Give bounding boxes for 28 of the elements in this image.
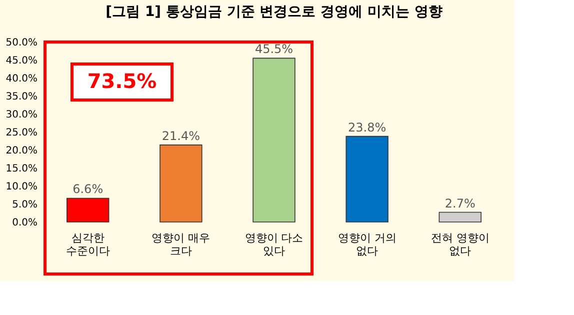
- y-tick-label: 35.0%: [6, 92, 38, 102]
- y-tick-label: 25.0%: [6, 128, 38, 138]
- y-tick-label: 15.0%: [6, 164, 38, 174]
- x-tick-label: 전혀 영향이 없다: [430, 232, 490, 258]
- y-tick-label: 5.0%: [12, 200, 38, 210]
- x-tick-label: 영향이 다소 있다: [244, 232, 304, 258]
- bar: [346, 136, 388, 222]
- x-tick-label: 영향이 매우 크다: [152, 232, 210, 258]
- data-label: 45.5%: [254, 42, 294, 56]
- y-tick-label: 50.0%: [6, 38, 38, 48]
- bar: [160, 144, 202, 222]
- bar: [66, 198, 110, 222]
- y-tick-label: 20.0%: [6, 146, 38, 156]
- chart-title: [그림 1] 통상임금 기준 변경으로 경영에 미치는 영향: [106, 4, 442, 20]
- data-label: 2.7%: [444, 196, 476, 210]
- y-tick-label: 10.0%: [6, 182, 38, 192]
- x-tick-label: 영향이 거의 없다: [338, 232, 396, 258]
- y-tick-label: 0.0%: [12, 218, 38, 228]
- data-label: 23.8%: [348, 120, 386, 134]
- annotation: 73.5%: [87, 69, 157, 93]
- bar: [252, 58, 296, 222]
- data-label: 21.4%: [162, 128, 200, 143]
- x-tick-label: 심각한 수준이다: [66, 232, 110, 258]
- bar: [438, 212, 482, 222]
- data-label: 6.6%: [72, 182, 104, 196]
- y-tick-label: 40.0%: [6, 74, 38, 84]
- y-tick-label: 45.0%: [6, 56, 38, 66]
- y-tick-label: 30.0%: [6, 110, 38, 120]
